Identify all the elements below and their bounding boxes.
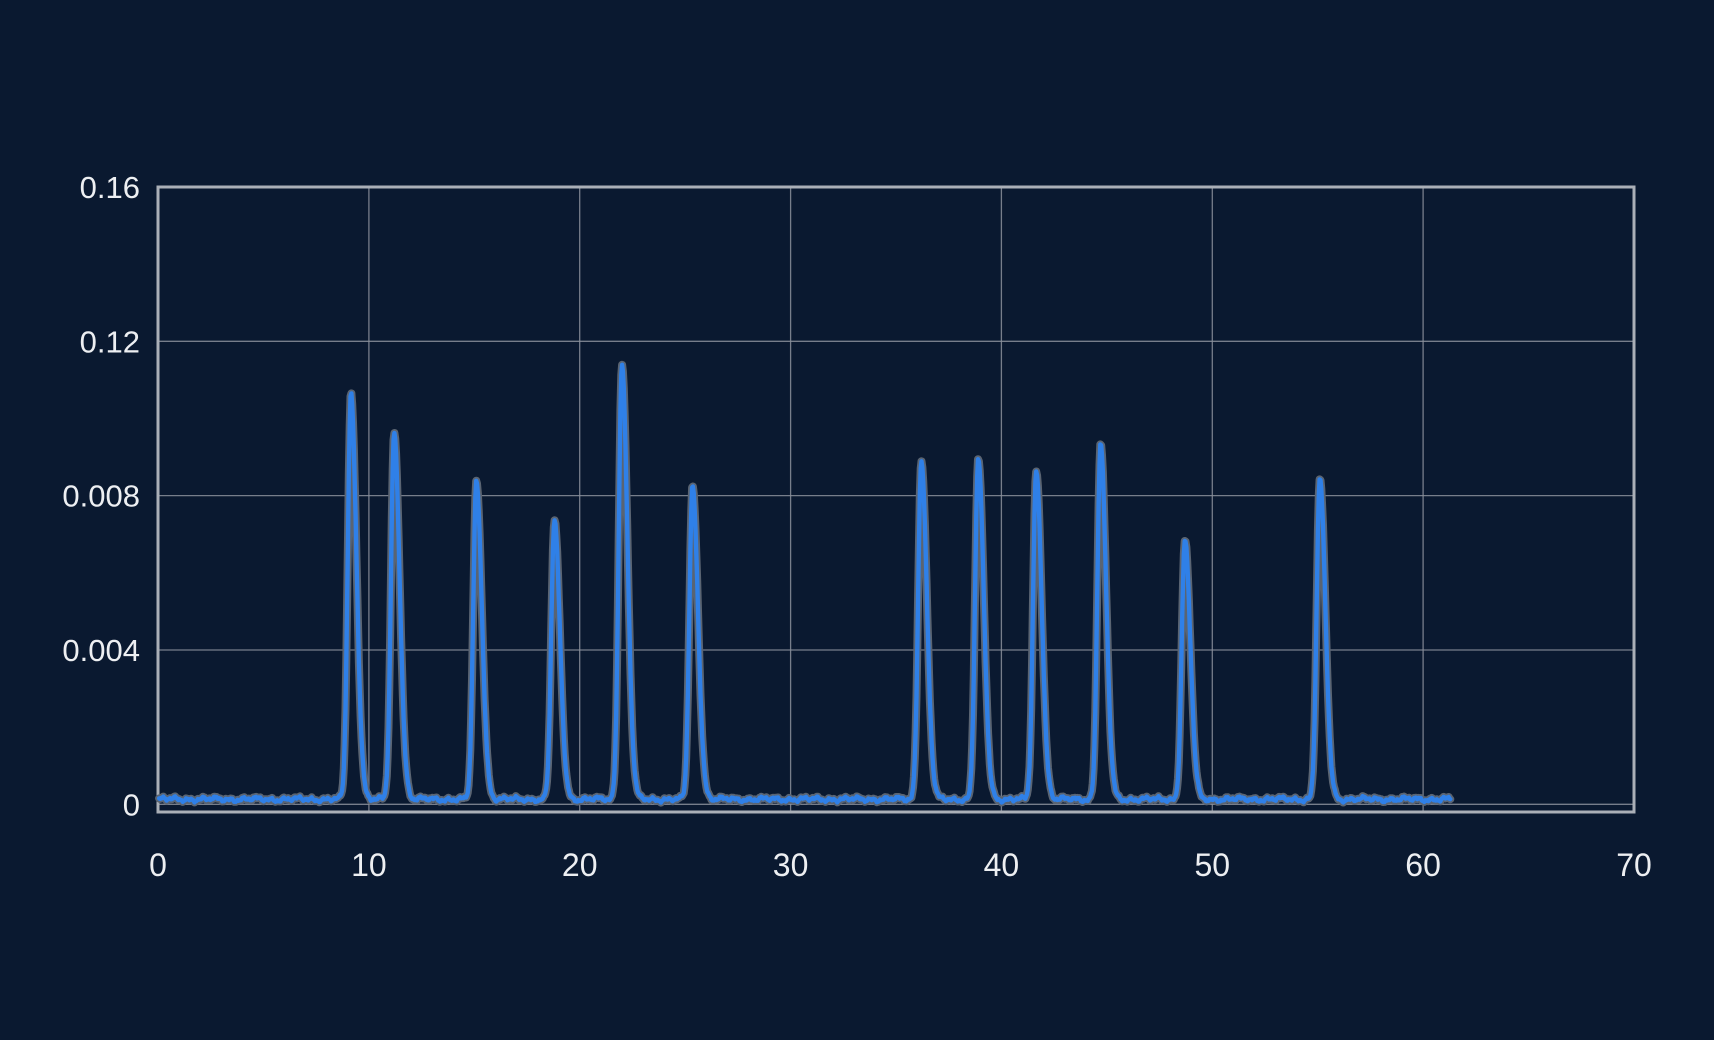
x-tick-label: 60: [1405, 847, 1441, 883]
gridlines-layer: [158, 187, 1634, 812]
x-tick-label: 20: [562, 847, 598, 883]
y-tick-label: 0.16: [80, 170, 140, 205]
x-tick-label: 0: [149, 847, 167, 883]
y-tick-label: 0.004: [62, 633, 140, 668]
trace-layer: [155, 360, 1455, 807]
y-tick-label: 0: [123, 787, 140, 822]
signal-trace: [156, 362, 1453, 805]
x-tick-label: 50: [1195, 847, 1231, 883]
y-tick-label: 0.12: [80, 324, 140, 359]
x-tick-label: 40: [984, 847, 1020, 883]
axis-labels-layer: 0 10 20 30 40 50 60 70 0 0.004 0.008 0.12 0.16: [62, 170, 1651, 883]
x-tick-label: 70: [1616, 847, 1652, 883]
y-tick-label: 0.008: [62, 479, 140, 514]
frame-layer: [156, 185, 1636, 814]
x-tick-label: 10: [351, 847, 387, 883]
x-tick-label: 30: [773, 847, 809, 883]
plot-frame: [156, 185, 1636, 814]
